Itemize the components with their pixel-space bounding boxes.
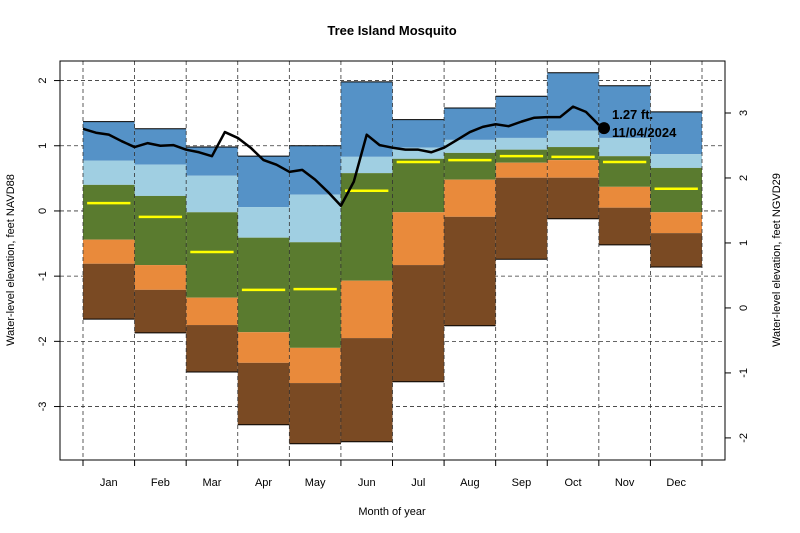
percentile-band bbox=[650, 212, 702, 234]
current-point bbox=[597, 122, 610, 135]
percentile-band bbox=[444, 139, 496, 153]
percentile-band bbox=[186, 325, 238, 372]
percentile-band bbox=[444, 216, 496, 326]
percentile-band bbox=[237, 156, 290, 208]
x-tick-label: Jan bbox=[100, 477, 118, 489]
y-tick-label: 2 bbox=[37, 77, 49, 83]
percentile-band bbox=[83, 239, 135, 264]
percentile-band bbox=[237, 237, 290, 333]
percentile-band bbox=[83, 184, 135, 240]
percentile-band bbox=[134, 289, 187, 333]
percentile-band bbox=[289, 194, 341, 243]
percentile-band bbox=[392, 119, 445, 148]
x-tick-label: Mar bbox=[202, 477, 221, 489]
x-tick-label: Nov bbox=[615, 477, 635, 489]
percentile-band bbox=[547, 130, 599, 148]
percentile-band bbox=[598, 186, 651, 208]
percentile-band bbox=[598, 137, 651, 157]
x-tick-label: Oct bbox=[564, 477, 581, 489]
x-tick-label: Aug bbox=[460, 477, 480, 489]
percentile-band bbox=[134, 265, 187, 290]
current-year-line bbox=[82, 105, 600, 207]
percentile-band bbox=[650, 233, 702, 268]
x-tick-label: Feb bbox=[151, 477, 170, 489]
percentile-band bbox=[83, 263, 135, 320]
percentile-band bbox=[547, 147, 599, 161]
percentile-band bbox=[289, 383, 341, 444]
percentile-band bbox=[392, 147, 445, 159]
y2-tick-label: 1 bbox=[738, 240, 750, 246]
x-axis-label: Month of year bbox=[358, 506, 426, 518]
percentile-band bbox=[444, 179, 496, 217]
percentile-band bbox=[340, 280, 393, 339]
percentile-band bbox=[598, 156, 651, 187]
y-tick-label: -1 bbox=[37, 271, 49, 281]
percentile-band bbox=[392, 212, 445, 266]
percentile-band bbox=[650, 167, 702, 213]
percentile-band bbox=[186, 297, 238, 326]
y-tick-label: -3 bbox=[37, 402, 49, 412]
y2-axis-label: Water-level elevation, feet NGVD29 bbox=[771, 173, 783, 347]
x-tick-label: Sep bbox=[512, 477, 532, 489]
percentile-band bbox=[650, 154, 702, 168]
percentile-band bbox=[186, 212, 238, 298]
y2-tick-label: -2 bbox=[738, 433, 750, 443]
y2-tick-label: -1 bbox=[738, 368, 750, 378]
percentile-band bbox=[444, 107, 496, 140]
current-date-label: 11/04/2024 bbox=[612, 125, 677, 140]
percentile-band bbox=[547, 72, 599, 131]
y2-tick-label: 2 bbox=[738, 175, 750, 181]
percentile-band bbox=[237, 207, 290, 238]
x-tick-label: May bbox=[305, 477, 326, 489]
percentile-band bbox=[340, 81, 393, 157]
percentile-band bbox=[289, 242, 341, 348]
percentile-band bbox=[547, 160, 599, 178]
x-tick-label: Apr bbox=[255, 477, 272, 489]
percentile-band bbox=[134, 195, 187, 266]
percentile-band bbox=[340, 156, 393, 174]
percentile-band bbox=[392, 265, 445, 382]
percentile-band bbox=[186, 175, 238, 213]
percentile-band bbox=[495, 177, 548, 260]
percentile-band bbox=[444, 152, 496, 180]
percentile-band bbox=[83, 160, 135, 185]
y2-tick-label: 3 bbox=[738, 110, 750, 116]
y-tick-label: 0 bbox=[37, 208, 49, 214]
percentile-band bbox=[495, 137, 548, 150]
chart-title: Tree Island Mosquito bbox=[327, 23, 456, 38]
percentile-band bbox=[134, 164, 187, 196]
percentile-band bbox=[547, 177, 599, 219]
x-tick-label: Dec bbox=[666, 477, 686, 489]
percentile-band bbox=[83, 121, 135, 161]
y-tick-label: -2 bbox=[37, 336, 49, 346]
x-tick-label: Jun bbox=[358, 477, 376, 489]
y-tick-label: 1 bbox=[37, 143, 49, 149]
x-tick-label: Jul bbox=[411, 477, 425, 489]
current-value-label: 1.27 ft. bbox=[612, 107, 653, 122]
percentile-band bbox=[237, 362, 290, 425]
percentile-band bbox=[340, 338, 393, 442]
percentile-band bbox=[495, 162, 548, 178]
percentile-band bbox=[237, 332, 290, 363]
y-axis-label: Water-level elevation, feet NAVD88 bbox=[5, 174, 17, 346]
percentile-band bbox=[289, 347, 341, 384]
percentile-band bbox=[392, 158, 445, 213]
y2-tick-label: 0 bbox=[738, 305, 750, 311]
percentile-band bbox=[598, 207, 651, 245]
percentile-band bbox=[650, 111, 702, 155]
